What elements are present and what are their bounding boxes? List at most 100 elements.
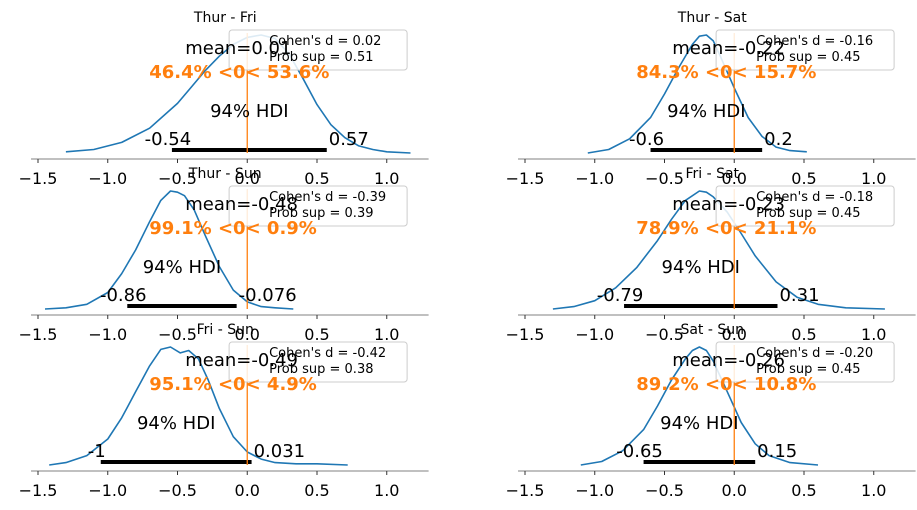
legend-entry: Cohen's d = -0.39 xyxy=(269,190,386,205)
x-tick-label: 1.0 xyxy=(374,169,399,188)
legend-box xyxy=(228,185,408,227)
x-tick-label: 0.5 xyxy=(791,325,816,344)
x-tick-label: 0.0 xyxy=(235,169,260,188)
legend-entry: Prob sup = 0.51 xyxy=(269,50,373,65)
legend-entry: Prob sup = 0.38 xyxy=(269,362,373,377)
legend-box xyxy=(228,341,408,383)
legend-entry: Prob sup = 0.39 xyxy=(269,206,373,221)
subplot-5: −1.5 −1.0 −0.5 0.0 0.5 1.0 -1 0.031 94% HDI Cohen… xyxy=(19,322,429,500)
hdi-low-label: -0.54 xyxy=(145,129,192,150)
subplot-title: Sat - Sun xyxy=(680,322,744,338)
hdi-low-label: -1 xyxy=(88,441,106,462)
mean-label: mean=-0.23 xyxy=(672,194,785,215)
x-tick-label: −1.5 xyxy=(19,325,58,344)
subplot-3: −1.5 −1.0 −0.5 0.0 0.5 1.0 -0.86 -0.076 94% HDI C… xyxy=(19,166,429,344)
mean-label: mean=-0.22 xyxy=(672,38,785,59)
x-tick-label: 0.0 xyxy=(235,325,260,344)
x-tick-label: −0.5 xyxy=(158,481,197,500)
hdi-caption: 94% HDI xyxy=(143,257,221,278)
hdi-high-label: 0.57 xyxy=(329,129,369,150)
x-tick-label: −1.5 xyxy=(506,169,545,188)
subplot-title: Thur - Fri xyxy=(193,10,257,26)
mean-label: mean=-0.48 xyxy=(185,194,298,215)
x-tick-label: −1.5 xyxy=(19,169,58,188)
legend-box xyxy=(715,29,895,71)
x-tick-label: −0.5 xyxy=(158,325,197,344)
probability-label: 95.1% <0< 4.9% xyxy=(149,374,317,395)
subplot-title: Fri - Sat xyxy=(685,166,739,182)
x-tick-label: −1.0 xyxy=(88,169,127,188)
x-tick-label: 0.5 xyxy=(791,169,816,188)
hdi-high-label: 0.2 xyxy=(764,129,793,150)
hdi-caption: 94% HDI xyxy=(662,257,740,278)
x-tick-label: 0.0 xyxy=(235,481,260,500)
x-tick-label: 0.5 xyxy=(304,481,329,500)
hdi-low-label: -0.6 xyxy=(629,129,664,150)
density-curve xyxy=(552,190,885,310)
x-tick-label: −1.0 xyxy=(88,325,127,344)
legend-entry: Prob sup = 0.45 xyxy=(756,362,860,377)
hdi-low-label: -0.65 xyxy=(616,441,663,462)
legend-entry: Cohen's d = 0.02 xyxy=(269,34,381,49)
hdi-high-label: 0.31 xyxy=(779,285,819,306)
x-tick-label: −0.5 xyxy=(645,169,684,188)
hdi-low-label: -0.86 xyxy=(100,285,147,306)
density-curve xyxy=(580,346,819,466)
subplot-6: −1.5 −1.0 −0.5 0.0 0.5 1.0 -0.65 0.15 94% HDI Coh… xyxy=(506,322,916,500)
x-tick-label: 1.0 xyxy=(374,481,399,500)
hdi-high-label: -0.076 xyxy=(239,285,297,306)
x-tick-label: −1.5 xyxy=(19,481,58,500)
x-tick-label: 0.0 xyxy=(722,169,747,188)
x-tick-label: −1.0 xyxy=(575,169,614,188)
x-tick-label: 0.0 xyxy=(722,481,747,500)
x-tick-label: −0.5 xyxy=(645,325,684,344)
legend-entry: Prob sup = 0.45 xyxy=(756,50,860,65)
x-tick-label: −1.0 xyxy=(575,325,614,344)
legend-entry: Cohen's d = -0.18 xyxy=(756,190,873,205)
hdi-caption: 94% HDI xyxy=(660,413,738,434)
legend-entry: Cohen's d = -0.20 xyxy=(756,346,873,361)
x-tick-label: 0.5 xyxy=(304,169,329,188)
mean-label: mean=0.01 xyxy=(185,38,291,59)
subplot-title: Thur - Sun xyxy=(188,166,262,182)
x-tick-label: −1.0 xyxy=(575,481,614,500)
hdi-high-label: 0.031 xyxy=(254,441,306,462)
subplot-title: Thur - Sat xyxy=(677,10,747,26)
subplot-1: −1.5 −1.0 −0.5 0.0 0.5 1.0 -0.54 0.57 94% HDI Coh… xyxy=(19,10,429,188)
legend-entry: Cohen's d = -0.16 xyxy=(756,34,873,49)
legend-box xyxy=(715,341,895,383)
probability-label: 89.2% <0< 10.8% xyxy=(636,374,816,395)
probability-label: 46.4% <0< 53.6% xyxy=(149,62,329,83)
subplot-title: Fri - Sun xyxy=(197,322,254,338)
x-tick-label: 0.5 xyxy=(304,325,329,344)
x-tick-label: 0.0 xyxy=(722,325,747,344)
legend-box xyxy=(228,29,408,71)
x-tick-label: −1.0 xyxy=(88,481,127,500)
x-tick-label: 1.0 xyxy=(374,325,399,344)
subplot-4: −1.5 −1.0 −0.5 0.0 0.5 1.0 -0.79 0.31 94% HDI Coh… xyxy=(506,166,916,344)
x-tick-label: 1.0 xyxy=(861,325,886,344)
probability-label: 99.1% <0< 0.9% xyxy=(149,218,317,239)
x-tick-label: 1.0 xyxy=(861,481,886,500)
legend-entry: Prob sup = 0.45 xyxy=(756,206,860,221)
legend-box xyxy=(715,185,895,227)
mean-label: mean=-0.26 xyxy=(672,350,785,371)
probability-label: 84.3% <0< 15.7% xyxy=(636,62,816,83)
density-curve xyxy=(587,34,807,154)
x-tick-label: −1.5 xyxy=(506,325,545,344)
subplot-2: −1.5 −1.0 −0.5 0.0 0.5 1.0 -0.6 0.2 94% HDI Cohen… xyxy=(506,10,916,188)
x-tick-label: −0.5 xyxy=(158,169,197,188)
mean-label: mean=-0.49 xyxy=(185,350,298,371)
hdi-low-label: -0.79 xyxy=(597,285,644,306)
hdi-caption: 94% HDI xyxy=(667,101,745,122)
hdi-caption: 94% HDI xyxy=(137,413,215,434)
x-tick-label: −1.5 xyxy=(506,481,545,500)
legend-entry: Cohen's d = -0.42 xyxy=(269,346,386,361)
x-tick-label: −0.5 xyxy=(645,481,684,500)
probability-label: 78.9% <0< 21.1% xyxy=(636,218,816,239)
hdi-caption: 94% HDI xyxy=(210,101,288,122)
x-tick-label: 1.0 xyxy=(861,169,886,188)
hdi-high-label: 0.15 xyxy=(757,441,797,462)
density-curve xyxy=(49,346,348,466)
